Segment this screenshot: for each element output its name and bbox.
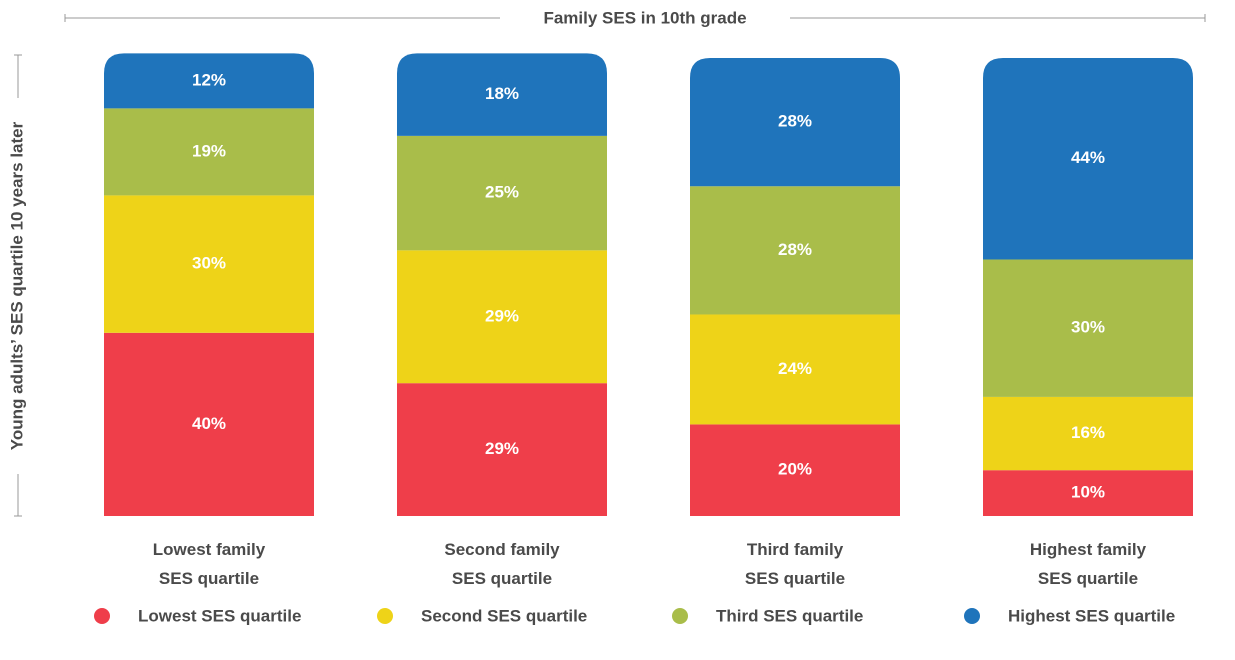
bar-segment: [983, 470, 1193, 516]
bar-segment: [397, 135, 607, 251]
bar-segment: [104, 332, 314, 516]
data-label: 16%: [1071, 423, 1105, 442]
chart-title: Family SES in 10th grade: [543, 8, 746, 27]
data-label: 18%: [485, 84, 519, 103]
bar-segment: [690, 186, 900, 315]
data-label: 30%: [192, 254, 226, 273]
legend-swatch: [94, 608, 110, 624]
data-label: 19%: [192, 141, 226, 160]
legend-swatch: [964, 608, 980, 624]
legend-swatch: [377, 608, 393, 624]
bar-segment: [983, 58, 1193, 260]
data-label: 25%: [485, 183, 519, 202]
data-label: 28%: [778, 112, 812, 131]
data-label: 24%: [778, 359, 812, 378]
legend-label: Highest SES quartile: [1008, 606, 1175, 625]
bar-segment: [104, 195, 314, 333]
legend-label: Second SES quartile: [421, 606, 587, 625]
bar-segment: [983, 259, 1193, 397]
bar-segment: [397, 383, 607, 516]
data-label: 30%: [1071, 318, 1105, 337]
bar-segment: [690, 314, 900, 425]
data-label: 29%: [485, 306, 519, 325]
x-tick-label: Highest family SES quartile: [1029, 540, 1147, 588]
x-tick-label: Lowest family SES quartile: [152, 540, 266, 588]
bar-segment: [690, 58, 900, 187]
data-label: 28%: [778, 240, 812, 259]
x-tick-label: Third family SES quartile: [744, 540, 846, 588]
data-label: 20%: [778, 460, 812, 479]
data-label: 10%: [1071, 483, 1105, 502]
legend-swatch: [672, 608, 688, 624]
data-label: 29%: [485, 439, 519, 458]
x-tick-label: Second family SES quartile: [444, 540, 560, 588]
bar-segment: [983, 396, 1193, 471]
bar-segment: [104, 108, 314, 196]
data-label: 12%: [192, 70, 226, 89]
bar-segment: [690, 424, 900, 516]
bar-segment: [397, 53, 607, 136]
y-axis-title: Young adults’ SES quartile 10 years late…: [7, 121, 26, 450]
data-label: 44%: [1071, 148, 1105, 167]
data-label: 40%: [192, 414, 226, 433]
legend-label: Third SES quartile: [716, 606, 863, 625]
legend-label: Lowest SES quartile: [138, 606, 301, 625]
bar-segment: [397, 250, 607, 384]
bar-segment: [104, 53, 314, 109]
